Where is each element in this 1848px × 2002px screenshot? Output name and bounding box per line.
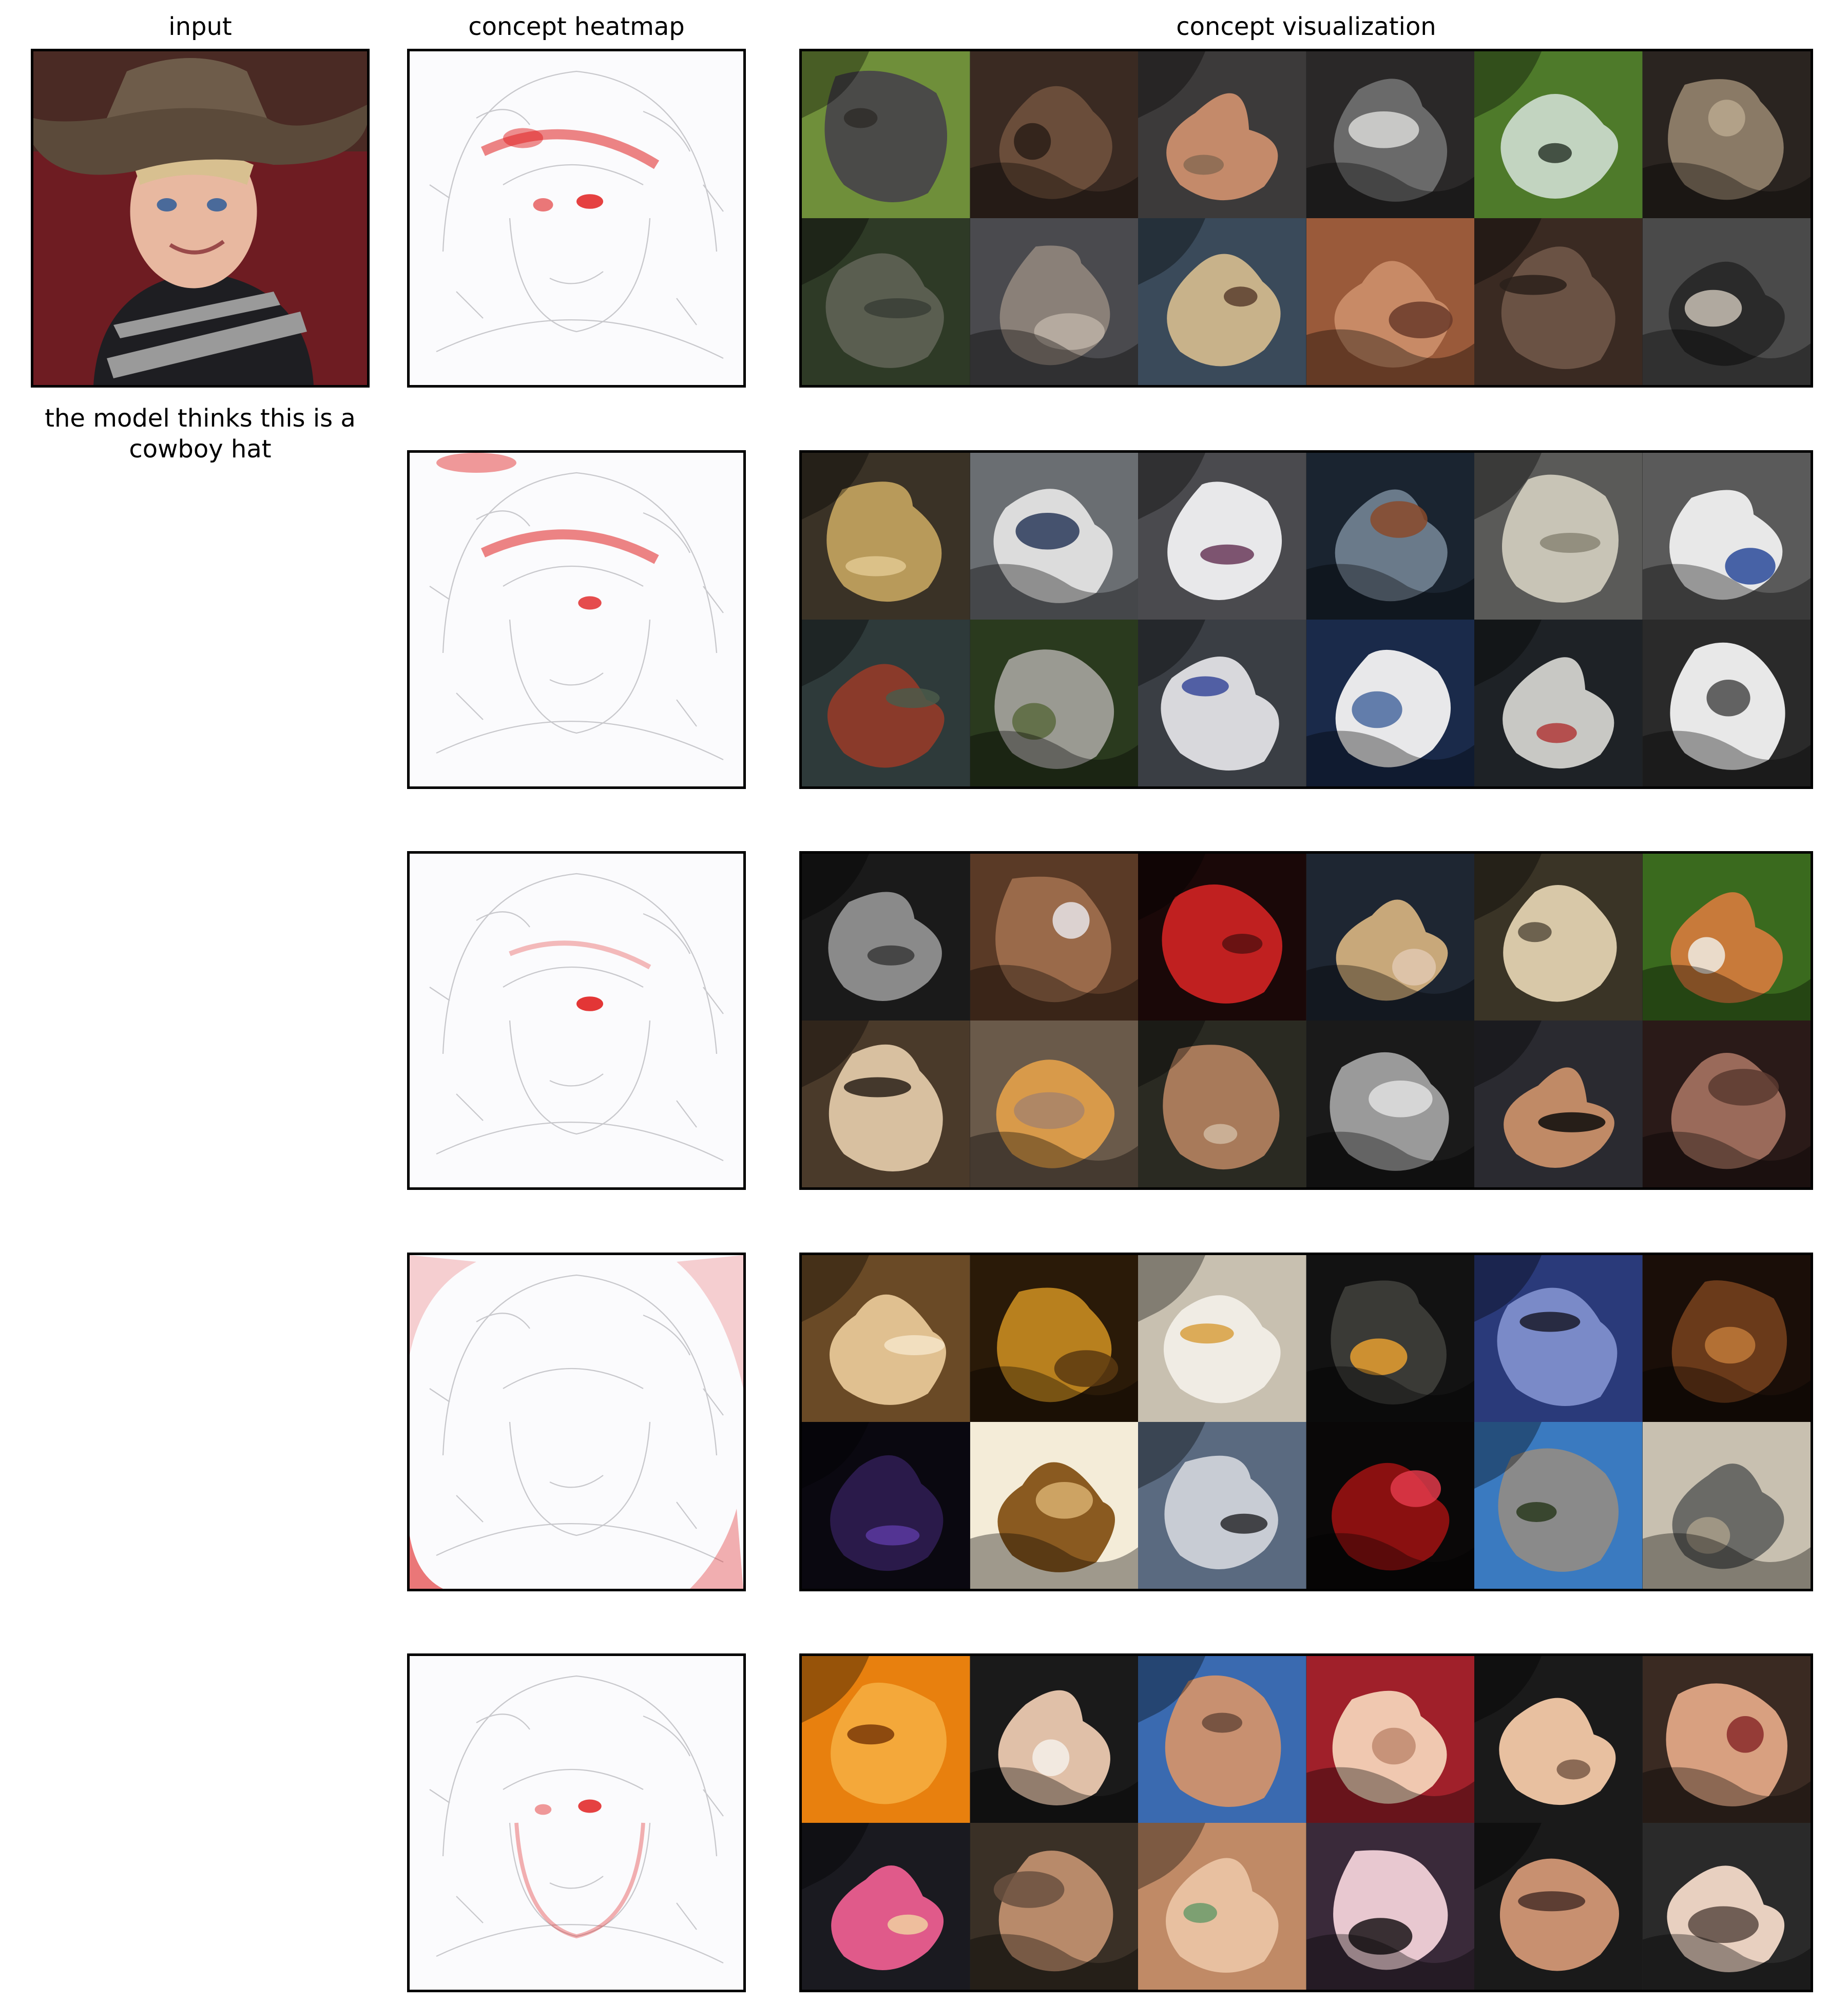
concept-example-image (802, 1656, 970, 1823)
concept-heatmap (407, 1253, 746, 1591)
concept-visualization-grid (799, 49, 1813, 388)
concept-heatmap (407, 450, 746, 789)
concept-example-image (1642, 1656, 1811, 1823)
concept-example-image (970, 1255, 1138, 1422)
concept-example-image (1306, 620, 1474, 786)
concept-example-image (1474, 218, 1643, 385)
concept-heatmap (407, 49, 746, 388)
concept-example-image (1138, 1021, 1306, 1187)
concept-example-image (1474, 1823, 1643, 1990)
concept-example-image (1642, 1422, 1811, 1589)
concept-example-image (1306, 1823, 1474, 1990)
concept-example-image (1474, 51, 1643, 218)
concept-example-image (1642, 1021, 1811, 1187)
concept-heatmap (407, 1653, 746, 1992)
concept-example-image (1474, 453, 1643, 620)
visualization-column-title: concept visualization (1176, 12, 1436, 41)
concept-visualization-grid (799, 851, 1813, 1190)
concept-example-image (802, 854, 970, 1021)
concept-example-image (970, 854, 1138, 1021)
concept-example-image (970, 1021, 1138, 1187)
concept-example-image (802, 1021, 970, 1187)
concept-visualization-grid (799, 450, 1813, 789)
concept-example-image (802, 51, 970, 218)
concept-example-image (970, 218, 1138, 385)
concept-example-image (802, 1823, 970, 1990)
concept-example-image (1474, 1422, 1643, 1589)
concept-example-image (1306, 854, 1474, 1021)
concept-example-image (1306, 1422, 1474, 1589)
concept-example-image (1306, 1656, 1474, 1823)
concept-example-image (970, 620, 1138, 786)
concept-example-image (1474, 1656, 1643, 1823)
concept-example-image (970, 51, 1138, 218)
concept-visualization-grid (799, 1253, 1813, 1591)
concept-example-image (1474, 1255, 1643, 1422)
concept-example-image (970, 1656, 1138, 1823)
concept-example-image (1306, 218, 1474, 385)
concept-example-image (1642, 620, 1811, 786)
concept-example-image (802, 1255, 970, 1422)
concept-example-image (1306, 1255, 1474, 1422)
concept-example-image (1138, 1422, 1306, 1589)
concept-example-image (1642, 1823, 1811, 1990)
concept-example-image (1642, 1255, 1811, 1422)
concept-visualization-grid (799, 1653, 1813, 1992)
concept-example-image (1306, 453, 1474, 620)
concept-example-image (970, 1823, 1138, 1990)
input-column-title: input (168, 12, 232, 41)
concept-example-image (1138, 854, 1306, 1021)
concept-example-image (1138, 453, 1306, 620)
concept-example-image (1642, 854, 1811, 1021)
concept-example-image (802, 620, 970, 786)
concept-example-image (1642, 218, 1811, 385)
concept-example-image (1138, 1656, 1306, 1823)
concept-example-image (1642, 453, 1811, 620)
concept-example-image (1138, 51, 1306, 218)
concept-example-image (970, 1422, 1138, 1589)
concept-example-image (1306, 51, 1474, 218)
concept-example-image (970, 453, 1138, 620)
concept-example-image (1138, 620, 1306, 786)
concept-example-image (802, 1422, 970, 1589)
input-image (31, 49, 370, 388)
heatmap-column-title: concept heatmap (468, 12, 685, 41)
concept-heatmap (407, 851, 746, 1190)
concept-example-image (1138, 218, 1306, 385)
concept-example-image (1474, 854, 1643, 1021)
concept-example-image (1138, 1823, 1306, 1990)
concept-example-image (1306, 1021, 1474, 1187)
concept-example-image (1138, 1255, 1306, 1422)
concept-example-image (1642, 51, 1811, 218)
concept-example-image (1474, 620, 1643, 786)
concept-example-image (802, 218, 970, 385)
concept-example-image (1474, 1021, 1643, 1187)
input-caption: the model thinks this is a cowboy hat (45, 404, 356, 464)
concept-example-image (802, 453, 970, 620)
